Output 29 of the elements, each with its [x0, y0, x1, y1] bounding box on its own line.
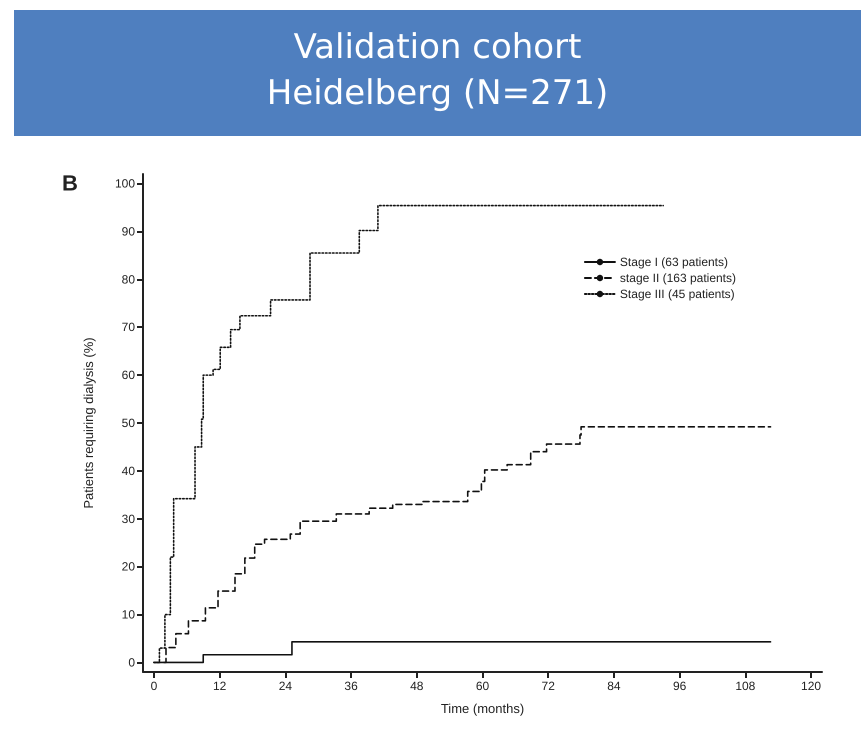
x-tick-label: 108 [735, 679, 756, 693]
y-tick-label: 100 [114, 176, 136, 191]
x-tick-label: 72 [542, 679, 556, 693]
x-tick-label: 12 [212, 679, 227, 693]
y-tick-label: 10 [122, 608, 136, 622]
x-tick-label: 0 [150, 679, 158, 693]
y-tick-label: 60 [122, 368, 136, 382]
y-tick-label: 70 [122, 320, 136, 334]
x-tick-label: 96 [672, 679, 687, 693]
y-axis-title: Patients requiring dialysis (%) [81, 337, 96, 509]
y-tick-label: 80 [122, 272, 136, 286]
x-tick-label: 120 [801, 679, 822, 693]
y-tick-label: 30 [122, 512, 136, 526]
x-tick-label: 24 [278, 679, 292, 693]
chart-title: Validation cohort Heidelberg (N=271) [14, 10, 861, 136]
text: B [62, 170, 78, 196]
y-tick-label: 0 [128, 655, 136, 670]
legend-label: Stage I (63 patients) [620, 255, 728, 269]
legend-label: stage II (163 patients) [620, 271, 736, 285]
x-axis-title: Time (months) [440, 701, 524, 716]
x-tick-label: 60 [476, 679, 490, 693]
x-tick-label: 48 [410, 679, 424, 693]
y-tick-label: 90 [122, 224, 136, 238]
y-tick-label: 40 [122, 464, 136, 478]
x-tick-label: 84 [607, 679, 621, 693]
x-tick-label: 36 [344, 679, 358, 693]
legend-label: Stage III (45 patients) [620, 287, 735, 301]
y-tick-label: 50 [122, 416, 136, 430]
y-tick-label: 20 [122, 560, 136, 574]
